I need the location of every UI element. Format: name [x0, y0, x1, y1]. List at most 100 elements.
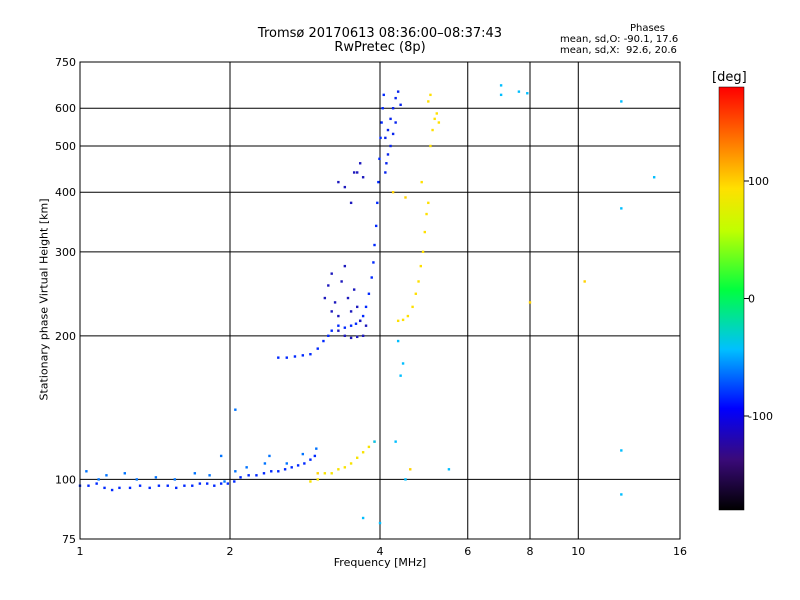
data-point	[343, 466, 347, 469]
data-point	[97, 478, 100, 481]
data-point	[239, 476, 242, 479]
colorbar-tick-label: -100	[748, 410, 773, 423]
data-point	[399, 103, 402, 107]
data-point	[330, 272, 333, 275]
data-point	[330, 310, 333, 313]
data-point	[330, 472, 333, 475]
data-point	[376, 201, 379, 205]
data-point	[323, 296, 327, 300]
data-point	[526, 92, 529, 95]
data-point	[157, 484, 161, 487]
data-point	[386, 153, 390, 156]
data-point	[373, 440, 376, 443]
data-point	[389, 117, 392, 121]
data-point	[349, 310, 353, 313]
data-point	[315, 447, 318, 450]
data-point	[245, 466, 248, 469]
data-point	[620, 493, 623, 496]
data-point	[309, 480, 312, 483]
data-point	[352, 171, 356, 174]
y-tick-label: 400	[55, 186, 76, 199]
y-tick-label: 750	[55, 56, 76, 69]
data-point	[166, 484, 169, 487]
data-point	[372, 261, 375, 264]
data-point	[138, 484, 142, 487]
colorbar-tick-label: 0	[748, 293, 755, 306]
data-point	[343, 334, 347, 338]
data-point	[234, 408, 237, 411]
data-point	[396, 90, 400, 93]
data-point	[419, 264, 423, 268]
data-point	[381, 107, 384, 110]
data-point	[118, 486, 121, 490]
data-point	[309, 458, 312, 461]
data-point	[110, 488, 114, 492]
data-point	[401, 318, 405, 322]
data-point	[349, 336, 353, 340]
data-point	[316, 472, 319, 475]
data-point	[361, 176, 365, 179]
data-point	[128, 486, 132, 490]
data-point	[394, 96, 397, 100]
x-tick-label: 10	[571, 545, 585, 558]
data-point	[337, 314, 340, 318]
phase-stats-o: mean, sd,O: -90.1, 17.6	[560, 34, 679, 45]
data-point	[420, 180, 423, 184]
data-point	[391, 132, 395, 136]
data-point	[433, 117, 436, 121]
data-point	[382, 93, 385, 97]
data-point	[374, 224, 378, 228]
data-point	[361, 516, 365, 520]
data-point	[364, 324, 368, 327]
data-point	[391, 191, 395, 194]
data-point	[380, 121, 383, 124]
data-point	[355, 456, 359, 459]
data-point	[337, 324, 340, 327]
data-point	[337, 180, 340, 184]
data-point	[293, 355, 297, 358]
y-tick-label: 75	[62, 533, 76, 546]
data-point	[183, 484, 186, 487]
data-point	[406, 314, 410, 318]
y-tick-label: 600	[55, 102, 76, 115]
data-point	[95, 482, 98, 485]
x-tick-label: 4	[377, 545, 384, 558]
data-point	[316, 478, 319, 481]
data-point	[346, 296, 350, 300]
x-tick-label: 6	[464, 545, 471, 558]
data-point	[401, 362, 405, 365]
plot-frame	[79, 61, 681, 540]
data-point	[262, 472, 266, 475]
data-point	[370, 276, 373, 279]
data-point	[268, 454, 271, 458]
data-point	[198, 482, 202, 485]
data-point	[414, 292, 418, 295]
data-point	[399, 374, 402, 377]
data-point	[255, 474, 258, 477]
data-point	[429, 144, 432, 148]
data-point	[517, 90, 521, 93]
data-point	[303, 462, 306, 465]
x-axis-title: Frequency [MHz]	[333, 556, 427, 569]
data-point	[394, 440, 397, 443]
data-point	[343, 326, 347, 329]
data-point	[620, 100, 623, 103]
x-tick-label: 16	[673, 545, 687, 558]
data-point	[583, 280, 586, 283]
data-point	[103, 486, 106, 490]
data-point	[367, 292, 371, 295]
data-point	[409, 468, 412, 471]
data-point	[355, 335, 359, 339]
data-point	[296, 464, 300, 467]
data-point	[316, 347, 319, 350]
data-point	[373, 243, 376, 247]
data-point	[404, 196, 407, 199]
data-point	[285, 356, 288, 359]
data-point	[290, 466, 293, 469]
colorbar-label: [deg]	[712, 70, 747, 85]
y-tick-label: 300	[55, 246, 76, 259]
data-point	[309, 353, 312, 356]
data-point	[85, 470, 88, 473]
data-point	[135, 478, 138, 481]
data-point	[386, 128, 390, 132]
